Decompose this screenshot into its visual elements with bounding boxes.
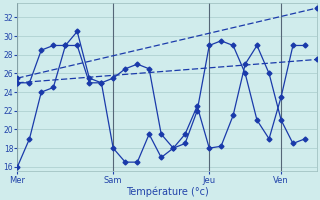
X-axis label: Température (°c): Température (°c) [125, 186, 208, 197]
